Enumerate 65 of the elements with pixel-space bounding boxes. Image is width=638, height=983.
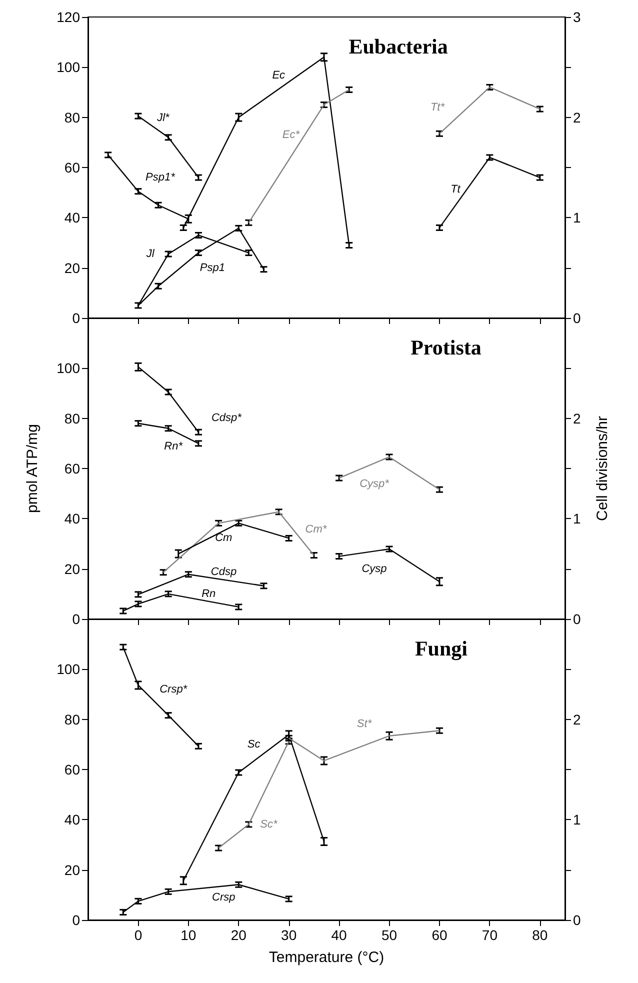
- x-tick-label: 70: [482, 927, 498, 943]
- x-tick-label: 10: [180, 927, 196, 943]
- y2-tick-label: 0: [573, 912, 581, 928]
- x-tick-label: 80: [532, 927, 548, 943]
- series-label: Cm: [215, 532, 232, 544]
- x-tick-label: 20: [230, 927, 247, 943]
- y-tick-label: 100: [56, 661, 80, 678]
- series-label: Crsp: [212, 892, 236, 904]
- series-label: Cysp: [362, 563, 387, 576]
- y-tick-label: 60: [64, 762, 80, 778]
- text: Protista: [410, 336, 482, 360]
- y-tick-label: 20: [64, 260, 80, 276]
- text: Fungi: [414, 636, 468, 660]
- x-tick-label: 40: [331, 927, 348, 943]
- series-label: Cdsp*: [211, 412, 242, 424]
- x-tick-label: 60: [432, 927, 448, 943]
- y2-tick-label: 1: [573, 210, 581, 226]
- y-tick-label: 100: [56, 59, 80, 76]
- y-tick-label: 100: [56, 360, 80, 376]
- series-label: Tt: [450, 184, 462, 196]
- x-tick-label: 50: [381, 927, 398, 943]
- y2-tick-label: 3: [573, 9, 581, 25]
- series-label: Ec: [272, 69, 286, 82]
- y-tick-label: 120: [56, 9, 80, 25]
- series-label: Sc: [247, 738, 261, 751]
- y2-axis-title: Cell divisions/hr: [594, 416, 611, 522]
- x-tick-label: 0: [134, 927, 142, 943]
- y2-tick-label: 2: [573, 109, 581, 126]
- series-label: Rn*: [164, 440, 184, 452]
- y-tick-label: 80: [64, 109, 80, 126]
- series-label: Tt*: [430, 102, 446, 114]
- series-label: Psp1*: [146, 171, 176, 184]
- y-tick-label: 0: [72, 912, 80, 928]
- y2-tick-label: 2: [573, 711, 581, 728]
- y-tick-label: 60: [64, 160, 80, 176]
- y2-tick-label: 0: [573, 310, 581, 326]
- series-label: Cm*: [305, 523, 328, 536]
- x-axis-title: Temperature (°C): [268, 949, 384, 966]
- series-label: Cdsp: [210, 566, 237, 578]
- series-label: Psp1: [200, 262, 225, 274]
- x-tick-label: 30: [281, 927, 297, 943]
- y-axis-title: pmol ATP/mg: [24, 424, 41, 513]
- y-tick-label: 80: [64, 410, 80, 426]
- series-label: Crsp*: [160, 683, 188, 696]
- y2-tick-label: 1: [573, 812, 581, 828]
- series-label: St*: [356, 718, 372, 730]
- y-tick-label: 80: [64, 711, 80, 728]
- text: Eubacteria: [348, 34, 448, 58]
- y2-tick-label: 0: [573, 611, 581, 627]
- y-tick-label: 40: [64, 812, 80, 828]
- y-tick-label: 0: [72, 310, 80, 326]
- y-tick-label: 40: [64, 210, 80, 226]
- y-tick-label: 20: [64, 560, 80, 577]
- series-label: Ec*: [282, 128, 300, 141]
- y-tick-label: 60: [64, 460, 80, 476]
- y2-tick-label: 1: [573, 510, 581, 527]
- series-label: Cysp*: [360, 478, 390, 490]
- y-tick-label: 20: [64, 862, 80, 878]
- series-label: Rn: [202, 588, 216, 600]
- y-tick-label: 0: [72, 611, 80, 627]
- series-label: Jl*: [156, 112, 170, 124]
- y-tick-label: 40: [64, 510, 80, 527]
- series-label: Sc*: [260, 818, 278, 830]
- y2-tick-label: 2: [573, 410, 581, 426]
- series-label: Jl: [145, 248, 155, 260]
